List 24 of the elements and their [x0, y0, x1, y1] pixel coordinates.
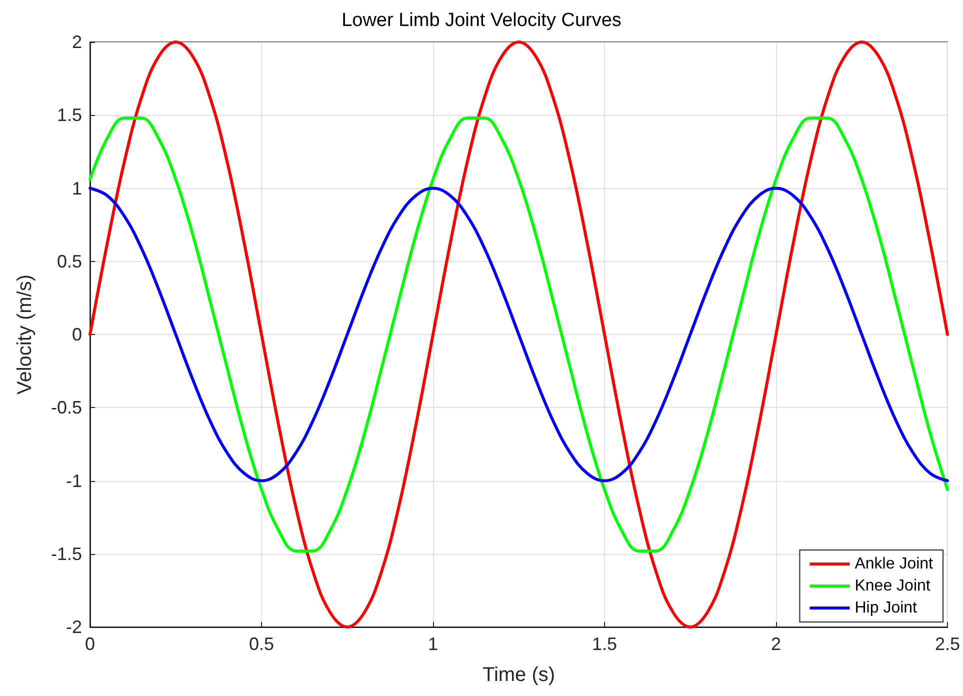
line-series	[88, 40, 949, 628]
chart-title: Lower Limb Joint Velocity Curves	[342, 10, 622, 31]
x-tick-label: 0	[84, 634, 96, 654]
line-series	[88, 186, 949, 482]
y-tick-label: -1	[66, 470, 82, 491]
x-tick-label: 2.5	[934, 634, 960, 654]
legend-label: Hip Joint	[854, 600, 918, 616]
y-tick-label: -0.5	[50, 398, 82, 418]
x-tick-label: 1.5	[592, 634, 618, 654]
y-tick-label: 0.5	[56, 251, 82, 272]
x-tick-label: 0.5	[248, 634, 274, 654]
y-tick-label: 1.5	[56, 105, 82, 126]
x-tick-label: 1	[428, 634, 438, 654]
x-axis-title: Time (s)	[482, 664, 556, 686]
y-axis-title: Velocity (m/s)	[14, 274, 36, 395]
y-tick-label: 1	[72, 178, 82, 198]
legend-label: Knee Joint	[854, 578, 931, 594]
x-tick-label: 2	[770, 634, 781, 654]
y-tick-label: 2	[72, 32, 82, 52]
y-tick-label: 0	[72, 324, 82, 344]
line-series	[88, 116, 949, 552]
y-tick-label: -2	[66, 617, 82, 637]
legend-label: Ankle Joint	[854, 556, 934, 572]
y-tick-label: -1.5	[50, 544, 82, 564]
